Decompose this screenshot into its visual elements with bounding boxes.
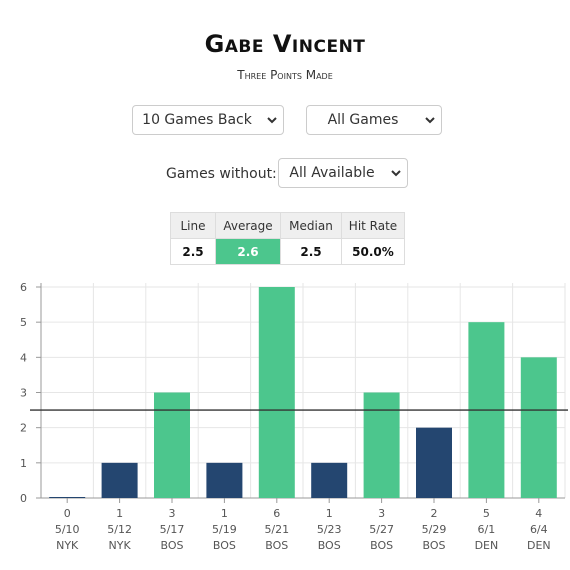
stats-table: Line Average Median Hit Rate 2.5 2.6 2.5… — [170, 212, 405, 265]
bar-value-label: 5 — [483, 507, 490, 520]
game-type-value: All Games — [327, 112, 399, 128]
opponent-label: BOS — [370, 539, 393, 552]
opponent-label: DEN — [527, 539, 551, 552]
opponent-label: BOS — [161, 539, 184, 552]
bar — [520, 357, 557, 498]
bar-value-label: 6 — [273, 507, 280, 520]
bar — [363, 392, 400, 498]
average-value: 2.6 — [215, 238, 281, 265]
game-log-bar-chart: 0 1 2 3 4 5 6 0 5/10 NYK 1 5/12 NYK 3 5/17 BOS 1 5/19 BOS 6… — [20, 281, 568, 552]
games-without-value: All Available — [289, 165, 375, 181]
bar — [49, 497, 86, 498]
y-tick-label: 2 — [20, 422, 27, 435]
games-back-value: 10 Games Back — [142, 112, 252, 128]
bar-value-label: 1 — [221, 507, 228, 520]
bar-value-label: 1 — [326, 507, 333, 520]
player-name: Gabe Vincent — [204, 30, 366, 58]
bar-value-label: 4 — [535, 507, 542, 520]
hit-rate-value: 50.0% — [341, 238, 405, 265]
game-date-label: 5/17 — [160, 523, 185, 536]
game-date-label: 6/4 — [530, 523, 548, 536]
game-date-label: 6/1 — [478, 523, 496, 536]
y-tick-label: 5 — [20, 316, 27, 329]
bar — [258, 287, 295, 498]
median-header: Median — [280, 212, 342, 239]
opponent-label: DEN — [475, 539, 499, 552]
bar — [154, 392, 190, 498]
average-header: Average — [215, 212, 281, 239]
game-date-label: 5/27 — [369, 523, 394, 536]
median-value: 2.5 — [280, 238, 342, 265]
game-date-label: 5/21 — [264, 523, 289, 536]
game-date-label: 5/29 — [422, 523, 447, 536]
y-tick-label: 0 — [20, 492, 27, 505]
stats-value-row: 2.5 2.6 2.5 50.0% — [170, 238, 405, 265]
y-tick-label: 3 — [20, 387, 27, 400]
opponent-label: BOS — [265, 539, 288, 552]
bar — [101, 462, 138, 498]
bar — [311, 462, 348, 498]
games-without-select[interactable]: All Available — [278, 158, 408, 188]
bar-value-label: 3 — [378, 507, 385, 520]
game-type-select[interactable]: All Games — [306, 105, 442, 135]
games-back-select[interactable]: 10 Games Back — [132, 105, 284, 135]
game-date-label: 5/10 — [55, 523, 80, 536]
bar-value-label: 0 — [64, 507, 71, 520]
stats-header-row: Line Average Median Hit Rate — [170, 212, 405, 239]
bar — [416, 427, 452, 498]
opponent-label: BOS — [318, 539, 341, 552]
opponent-label: NYK — [109, 539, 132, 552]
bar — [206, 462, 243, 498]
bar-value-label: 1 — [116, 507, 123, 520]
chevron-down-icon — [419, 116, 441, 124]
game-date-label: 5/23 — [317, 523, 342, 536]
line-value: 2.5 — [170, 238, 216, 265]
chevron-down-icon — [385, 169, 407, 177]
bar-value-label: 3 — [169, 507, 176, 520]
opponent-label: BOS — [213, 539, 236, 552]
line-header: Line — [170, 212, 216, 239]
game-date-label: 5/12 — [107, 523, 132, 536]
y-tick-label: 4 — [20, 351, 27, 364]
bar-value-label: 2 — [431, 507, 438, 520]
game-date-label: 5/19 — [212, 523, 237, 536]
chevron-down-icon — [261, 116, 283, 124]
games-without-label: Games without: — [166, 166, 277, 182]
hit-rate-header: Hit Rate — [341, 212, 405, 239]
y-tick-label: 1 — [20, 457, 27, 470]
opponent-label: BOS — [423, 539, 446, 552]
y-tick-label: 6 — [20, 281, 27, 294]
stat-type: Three Points Made — [237, 68, 333, 82]
opponent-label: NYK — [56, 539, 79, 552]
